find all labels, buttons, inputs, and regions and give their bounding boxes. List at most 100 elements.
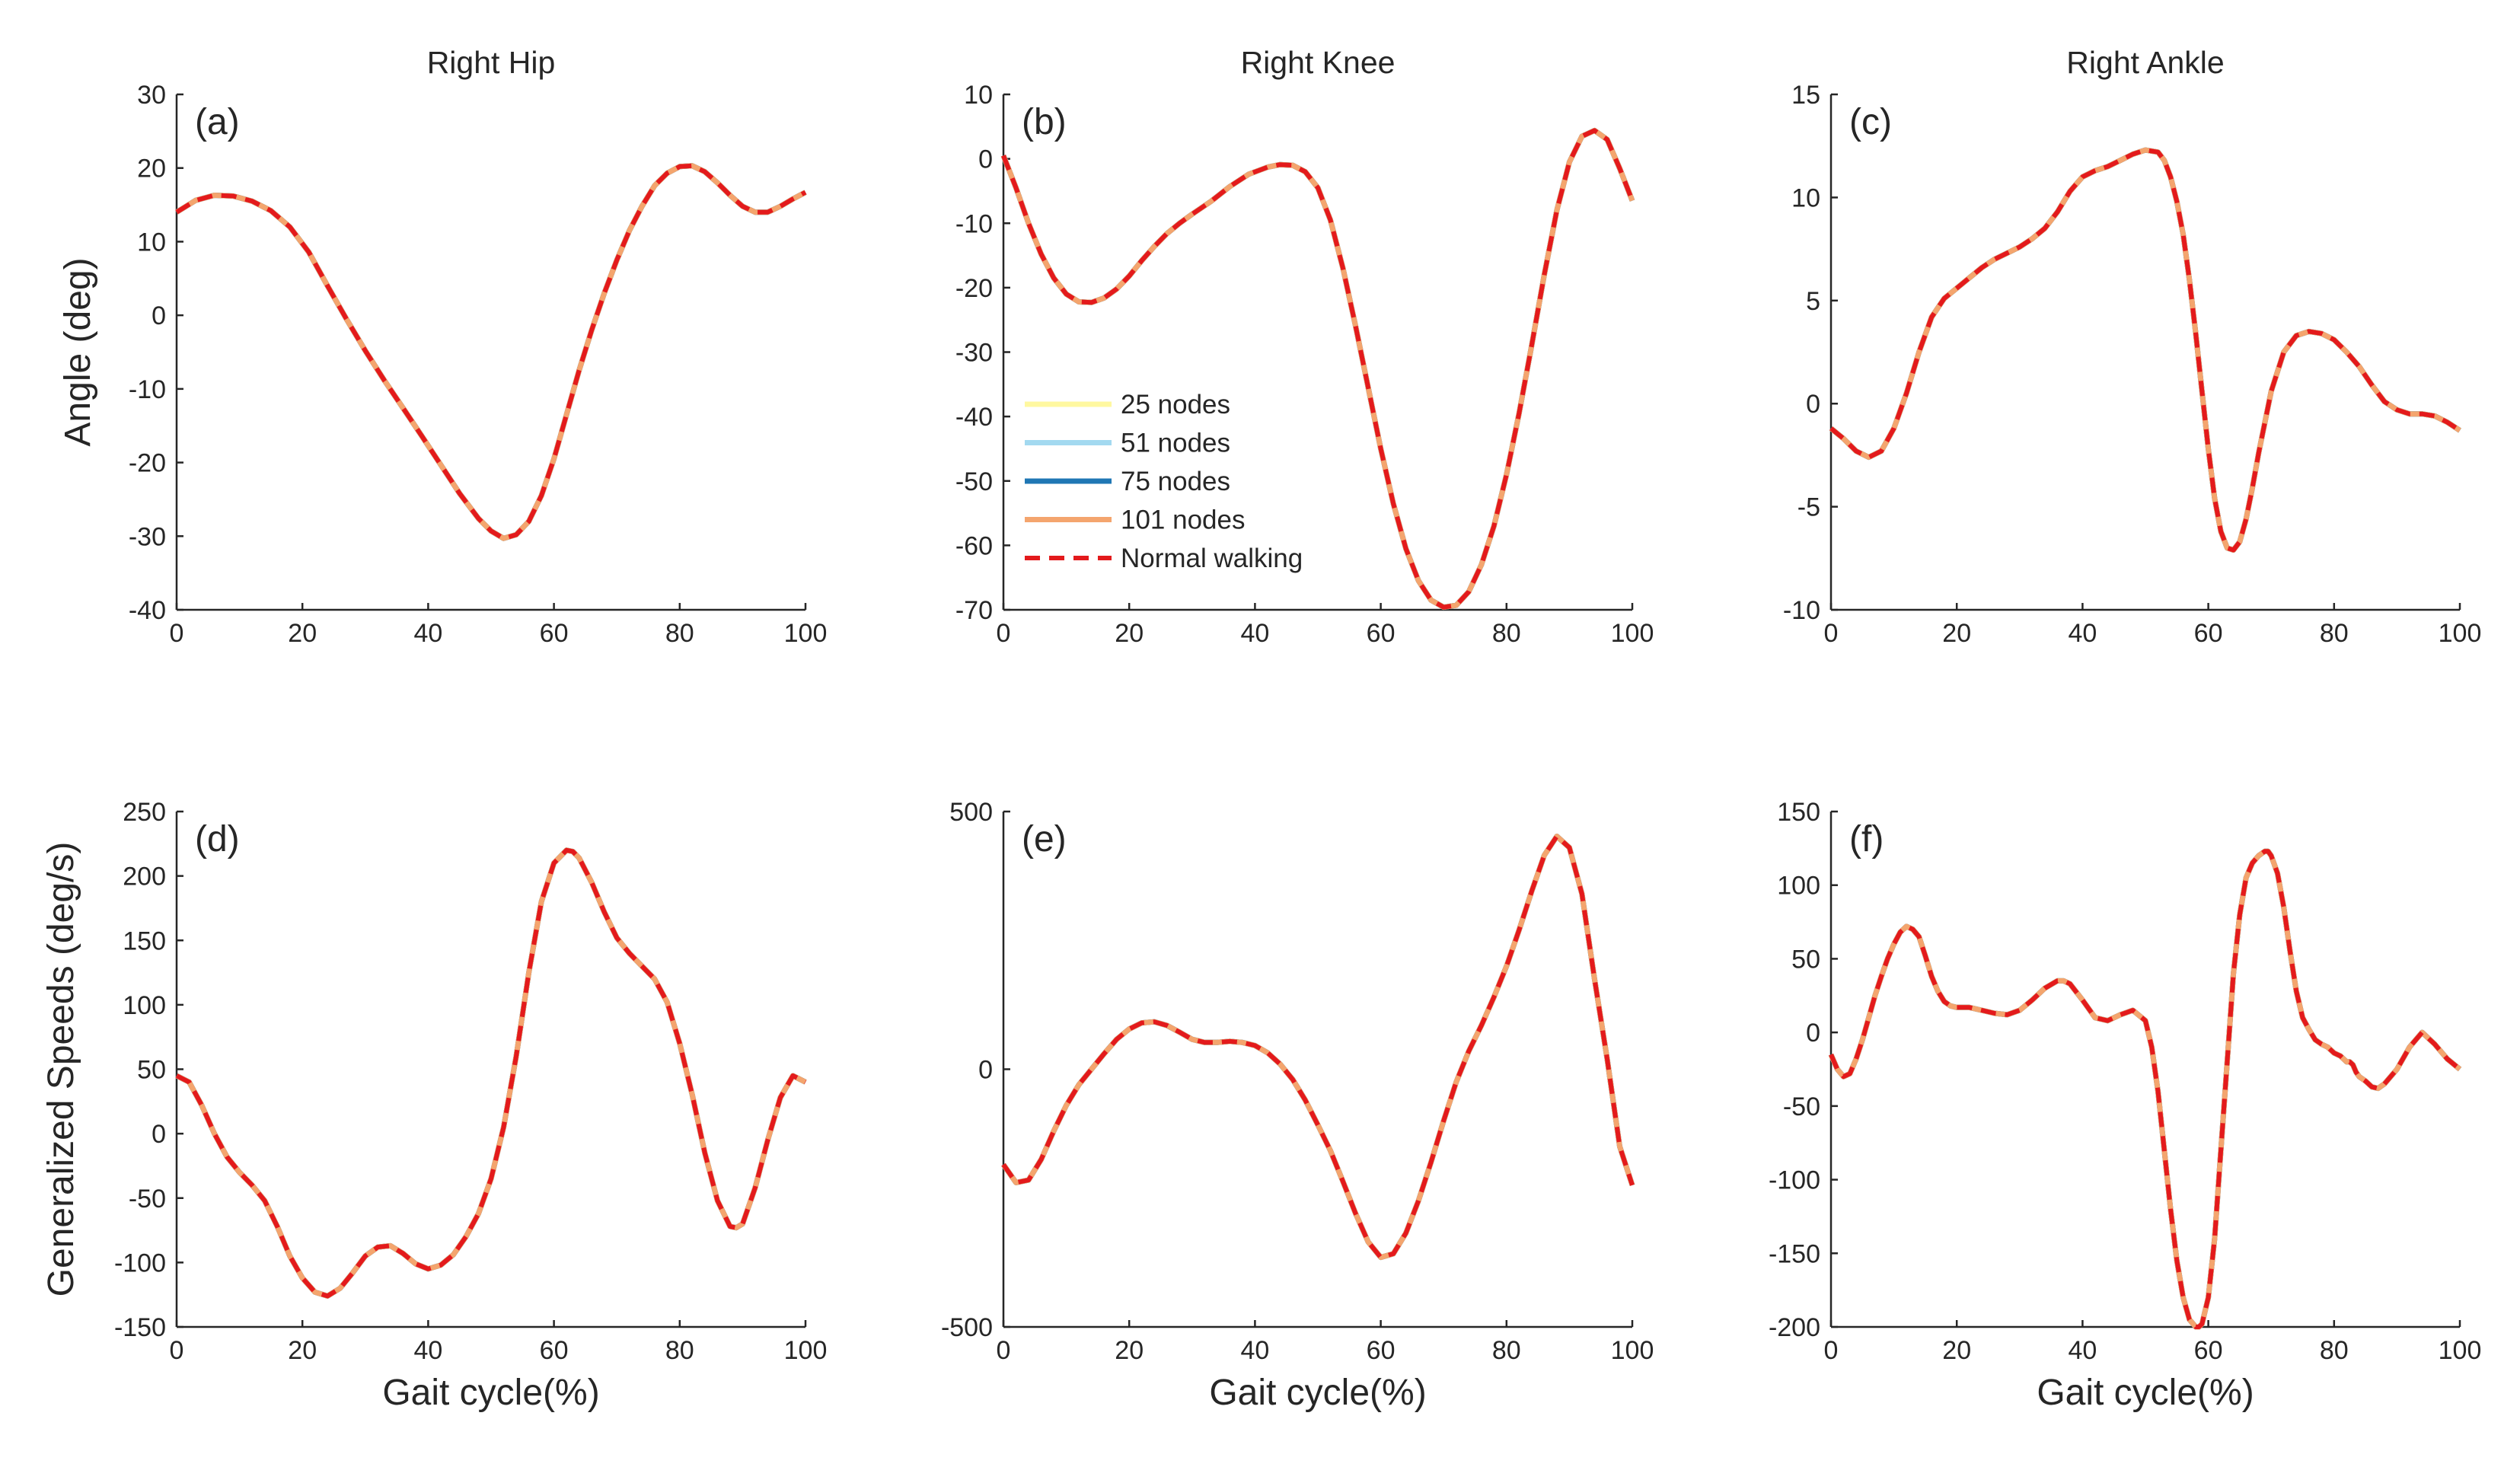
x-tick-label: 20 — [288, 619, 317, 648]
x-tick-label: 80 — [665, 1336, 694, 1365]
y-tick-label: 100 — [123, 991, 166, 1020]
series-101-nodes-line — [175, 847, 807, 1299]
panel-letter: (f) — [1849, 819, 1884, 859]
panel-d: 0 20 40 60 80 100 -150 -100 -50 0 50 100 150 200 250 (d… — [41, 798, 827, 1413]
x-tick-label: 20 — [1942, 619, 1971, 648]
panel-f: 0 20 40 60 80 100 -200 -150 -100 -50 0 50 100 150 (f) G… — [1769, 798, 2481, 1413]
y-tick-label: -200 — [1769, 1313, 1820, 1342]
legend-label: 25 nodes — [1121, 390, 1230, 419]
y-tick-label: -10 — [1783, 596, 1820, 625]
x-tick-label: 40 — [2068, 619, 2097, 648]
x-tick-label: 100 — [2439, 1336, 2482, 1365]
y-tick-label: -30 — [955, 339, 993, 368]
x-tick-label: 60 — [1367, 619, 1396, 648]
y-tick-label: 0 — [1806, 390, 1820, 419]
panel-letter: (a) — [195, 102, 240, 142]
y-tick-label: -20 — [129, 449, 166, 478]
y-tick-label: -100 — [1769, 1166, 1820, 1195]
y-tick-label: 100 — [1777, 872, 1820, 901]
x-tick-label: 100 — [1611, 1336, 1654, 1365]
x-axis-title: Gait cycle(%) — [382, 1373, 599, 1413]
series-normal-walking-line — [175, 163, 807, 541]
series-normal-walking-line — [175, 847, 807, 1299]
series-51-nodes-line — [1828, 848, 2462, 1330]
x-tick-label: 40 — [413, 619, 442, 648]
panel-letter: (b) — [1022, 102, 1067, 142]
series-75-nodes-line — [1001, 834, 1635, 1261]
y-tick-label: 0 — [978, 1056, 993, 1085]
panel-title: Right Ankle — [2066, 45, 2224, 80]
x-tick-label: 20 — [1942, 1336, 1971, 1365]
y-tick-label: 500 — [949, 798, 993, 827]
series-normal-walking-line — [1001, 834, 1635, 1260]
panel-b: 0 20 40 60 80 100 -70 -60 -50 -40 -30 -20 -10 0 10 Righ… — [955, 45, 1654, 648]
series-25-nodes-line — [1000, 127, 1635, 611]
y-tick-label: 15 — [1791, 81, 1820, 110]
panel-title: Right Knee — [1241, 45, 1396, 80]
series-101-nodes-line — [175, 163, 807, 541]
legend-label: 75 nodes — [1121, 467, 1230, 496]
series-75-nodes-line — [1829, 147, 2461, 553]
x-tick-label: 20 — [288, 1336, 317, 1365]
series-normal-walking-line — [1001, 128, 1635, 610]
y-tick-label: 50 — [1791, 945, 1820, 974]
x-tick-label: 0 — [170, 1336, 184, 1365]
series-51-nodes-line — [175, 847, 807, 1299]
y-tick-label: 50 — [137, 1056, 166, 1085]
x-tick-label: 60 — [540, 619, 569, 648]
x-tick-label: 20 — [1115, 619, 1144, 648]
series-51-nodes-line — [1829, 147, 2461, 553]
y-tick-label: 150 — [1777, 798, 1820, 827]
x-tick-label: 80 — [1492, 619, 1521, 648]
series-25-nodes-line — [175, 847, 807, 1299]
y-tick-label: 0 — [1806, 1019, 1820, 1048]
series-25-nodes-line — [175, 163, 807, 541]
x-tick-label: 80 — [2320, 619, 2349, 648]
y-tick-label: 200 — [123, 863, 166, 891]
y-tick-label: 10 — [964, 81, 993, 110]
x-tick-label: 0 — [997, 1336, 1011, 1365]
y-tick-label: 5 — [1806, 287, 1820, 316]
series-75-nodes-line — [1000, 127, 1635, 611]
series-75-nodes-line — [175, 163, 807, 541]
x-tick-label: 60 — [2194, 619, 2223, 648]
x-tick-label: 60 — [1367, 1336, 1396, 1365]
y-tick-label: -20 — [955, 274, 993, 303]
x-tick-label: 40 — [1240, 1336, 1269, 1365]
y-tick-label: 0 — [152, 1120, 166, 1149]
y-tick-label: -150 — [114, 1313, 166, 1342]
legend: 25 nodes 51 nodes 75 nodes 101 nodes Normal … — [1025, 390, 1303, 573]
y-tick-label: 0 — [978, 145, 993, 174]
x-axis-title: Gait cycle(%) — [2037, 1373, 2254, 1413]
x-tick-label: 100 — [1611, 619, 1654, 648]
y-tick-label: 30 — [137, 81, 166, 110]
y-tick-label: -10 — [955, 209, 993, 238]
x-tick-label: 100 — [784, 619, 828, 648]
y-tick-label: -5 — [1797, 493, 1820, 522]
x-tick-label: 20 — [1115, 1336, 1144, 1365]
panel-a: 0 20 40 60 80 100 -40 -30 -20 -10 0 10 20 30 Right Hip… — [58, 45, 827, 648]
y-tick-label: 250 — [123, 798, 166, 827]
y-tick-label: -50 — [1783, 1092, 1820, 1121]
y-tick-label: 20 — [137, 155, 166, 183]
y-tick-label: 10 — [137, 228, 166, 257]
x-tick-label: 60 — [540, 1336, 569, 1365]
panel-title: Right Hip — [427, 45, 556, 80]
x-tick-label: 0 — [1824, 619, 1839, 648]
x-tick-label: 80 — [1492, 1336, 1521, 1365]
panel-letter: (c) — [1849, 102, 1892, 142]
y-axis-title: Angle (deg) — [58, 257, 98, 446]
y-tick-label: -10 — [129, 375, 166, 404]
series-normal-walking-line — [1829, 849, 2461, 1329]
series-101-nodes-line — [1000, 127, 1635, 611]
series-25-nodes-line — [1001, 834, 1635, 1261]
y-axis-title: Generalized Speeds (deg/s) — [41, 842, 81, 1297]
y-tick-label: -70 — [955, 596, 993, 625]
series-101-nodes-line — [1829, 147, 2461, 553]
legend-label: 101 nodes — [1121, 505, 1245, 535]
x-axis-title: Gait cycle(%) — [1209, 1373, 1426, 1413]
x-tick-label: 100 — [784, 1336, 828, 1365]
series-101-nodes-line — [1001, 834, 1635, 1261]
legend-label: 51 nodes — [1121, 429, 1230, 458]
